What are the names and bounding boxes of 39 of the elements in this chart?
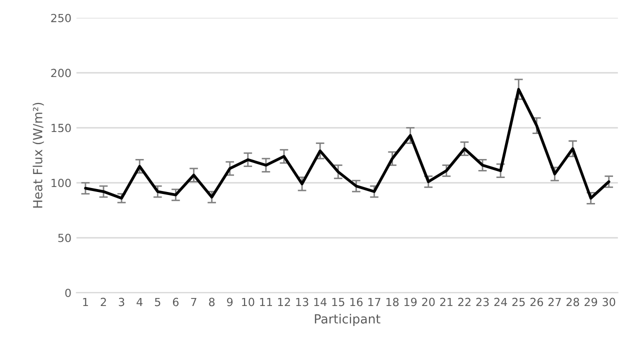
x-tick-label: 13 (296, 298, 308, 306)
x-tick-label: 10 (242, 298, 254, 306)
x-tick-label: 27 (548, 298, 561, 306)
x-tick-label: 25 (512, 298, 525, 306)
x-tick-label: 14 (314, 298, 327, 306)
x-tick-label: 11 (260, 298, 272, 306)
x-tick-label: 21 (440, 298, 452, 306)
x-tick-label: 15 (332, 298, 344, 306)
y-tick-label: 200 (51, 68, 71, 78)
x-tick-label: 4 (136, 298, 143, 306)
x-tick-label: 8 (209, 298, 215, 306)
x-tick-label: 17 (368, 298, 380, 306)
x-axis-title: Participant (314, 314, 380, 326)
x-tick-label: 20 (422, 298, 435, 306)
x-tick-label: 18 (386, 298, 399, 306)
x-tick-label: 22 (458, 298, 470, 306)
y-tick-label: 50 (58, 234, 71, 242)
x-tick-label: 9 (227, 298, 233, 306)
y-axis-title: Heat Flux (W/m²) (32, 102, 44, 208)
x-tick-label: 19 (404, 298, 417, 306)
x-tick-label: 2 (100, 298, 106, 306)
y-tick-label: 250 (51, 14, 71, 22)
y-tick-label: 150 (52, 124, 71, 132)
x-tick-label: 16 (350, 298, 363, 306)
x-tick-label: 30 (602, 298, 616, 306)
x-tick-label: 26 (530, 298, 544, 306)
x-tick-label: 6 (172, 298, 179, 306)
y-tick-label: 100 (52, 178, 71, 188)
x-tick-label: 3 (118, 298, 124, 306)
x-tick-label: 7 (191, 298, 196, 306)
x-tick-label: 24 (494, 298, 508, 306)
x-tick-label: 5 (154, 298, 160, 306)
x-tick-label: 12 (278, 298, 290, 306)
line-series (84, 88, 610, 200)
y-tick-label: 0 (65, 288, 71, 298)
x-tick-label: 1 (83, 298, 88, 306)
x-tick-label: 29 (584, 298, 598, 306)
x-tick-label: 23 (476, 298, 489, 306)
x-tick-label: 28 (566, 298, 580, 306)
